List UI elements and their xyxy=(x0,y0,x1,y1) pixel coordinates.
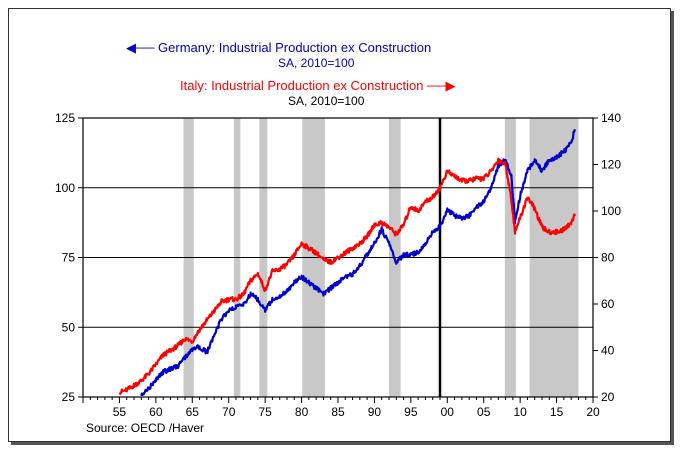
x-tick-label: 05 xyxy=(477,405,491,419)
italy-subtitle: SA, 2010=100 xyxy=(288,94,365,108)
x-tick-label: 10 xyxy=(513,405,527,419)
right-arrow-icon: ──▶ xyxy=(427,78,456,93)
axes: 25 50 75 100 125 20 40 60 80 100 120 140 55 60 65 70 75 8… xyxy=(55,111,621,419)
right-tick-label: 80 xyxy=(601,251,615,265)
x-tick-label: 90 xyxy=(368,405,382,419)
source-note: Source: OECD /Haver xyxy=(86,421,205,435)
x-tick-label: 80 xyxy=(295,405,309,419)
x-tick-label: 65 xyxy=(186,405,200,419)
left-tick-label: 125 xyxy=(55,111,75,125)
x-tick-label: 00 xyxy=(441,405,455,419)
italy-title-text: Italy: Industrial Production ex Construc… xyxy=(180,78,424,93)
right-tick-label: 120 xyxy=(601,158,621,172)
left-tick-label: 100 xyxy=(55,181,75,195)
x-tick-label: 75 xyxy=(258,405,272,419)
series-lines xyxy=(118,128,576,397)
right-tick-label: 20 xyxy=(601,390,615,404)
right-tick-label: 40 xyxy=(601,344,615,358)
left-tick-label: 50 xyxy=(62,320,76,334)
left-tick-label: 75 xyxy=(62,251,76,265)
gridlines xyxy=(83,118,593,397)
germany-title-text: Germany: Industrial Production ex Constr… xyxy=(158,40,432,55)
right-tick-label: 100 xyxy=(601,204,621,218)
italy-title: Italy: Industrial Production ex Construc… xyxy=(180,78,456,94)
right-tick-label: 140 xyxy=(601,111,621,125)
right-tick-label: 60 xyxy=(601,297,615,311)
left-arrow-icon: ◀── xyxy=(126,40,155,55)
x-tick-label: 60 xyxy=(149,405,163,419)
x-tick-label: 70 xyxy=(222,405,236,419)
x-tick-label: 95 xyxy=(404,405,418,419)
x-tick-label: 55 xyxy=(113,405,127,419)
x-tick-label: 85 xyxy=(331,405,345,419)
x-tick-label: 15 xyxy=(550,405,564,419)
germany-title: ◀── Germany: Industrial Production ex Co… xyxy=(126,40,431,56)
germany-subtitle: SA, 2010=100 xyxy=(278,56,355,70)
series-line-italy xyxy=(118,157,576,396)
left-tick-label: 25 xyxy=(62,390,76,404)
x-tick-label: 20 xyxy=(586,405,600,419)
